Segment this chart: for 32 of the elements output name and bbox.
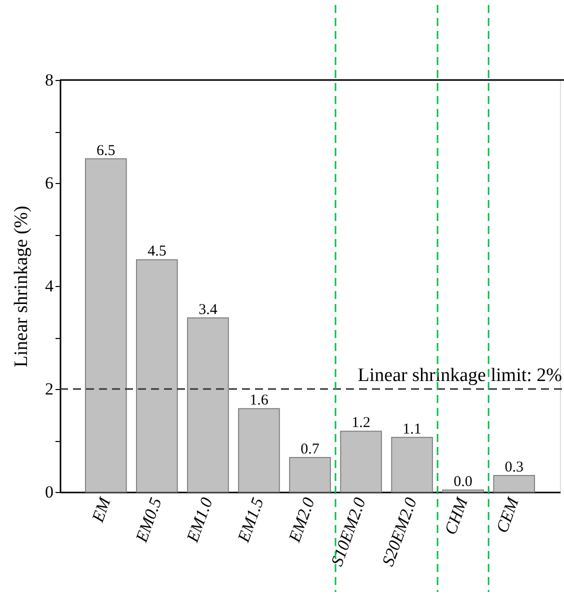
- y-tick-label: 0: [45, 482, 54, 502]
- data-label: 1.6: [250, 392, 269, 409]
- x-tick-label: EM2.0: [284, 494, 319, 546]
- bar: [85, 158, 127, 492]
- y-tick-label: 4: [45, 276, 54, 296]
- x-tick-label: EM1.0: [182, 494, 217, 546]
- data-label: 4.5: [148, 244, 166, 260]
- x-tick-label: CEM: [492, 494, 523, 536]
- x-tick-label: EM: [88, 494, 115, 526]
- bar: [391, 436, 433, 492]
- y-axis-title: Linear shrinkage (%): [11, 206, 32, 368]
- data-label: 1.2: [352, 415, 370, 432]
- x-tick-label: EM1.5: [234, 495, 268, 546]
- data-label: 1.1: [402, 421, 422, 438]
- x-tick-label: EM0.5: [132, 495, 166, 546]
- bar: [442, 489, 484, 492]
- data-label: 0.3: [504, 460, 524, 476]
- data-label: 3.4: [198, 302, 218, 318]
- bar: [187, 317, 229, 492]
- ref-line-label: Linear shrinkage limit: 2%: [358, 365, 562, 386]
- x-tick-label: CHM: [440, 494, 472, 538]
- bar: [340, 430, 382, 492]
- y-tick-label: 2: [45, 380, 54, 398]
- bar: [136, 259, 178, 492]
- data-label: 0.0: [454, 474, 472, 490]
- y-tick-label: 6: [45, 174, 54, 192]
- bar: [493, 475, 535, 492]
- data-label: 6.5: [96, 142, 116, 159]
- data-label: 0.7: [300, 441, 320, 458]
- bar: [289, 456, 331, 492]
- y-tick-label: 8: [45, 70, 54, 90]
- bar: [238, 408, 280, 492]
